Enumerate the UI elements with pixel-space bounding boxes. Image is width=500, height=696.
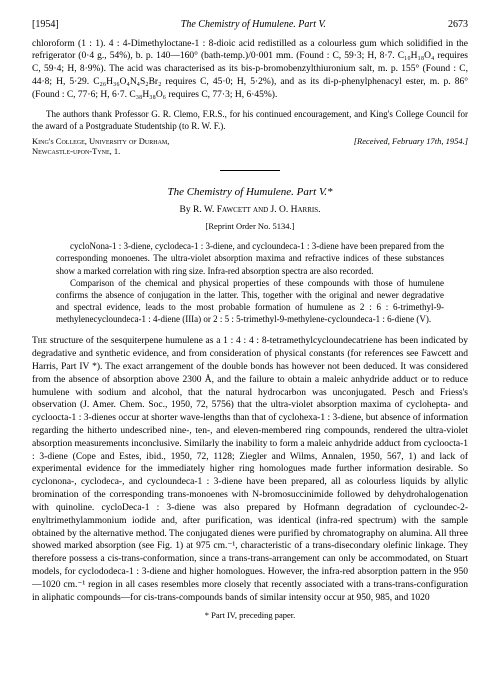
- abstract-paragraph-2: Comparison of the chemical and physical …: [56, 277, 444, 326]
- affiliation-row: King's College, University of Durham, Ne…: [32, 136, 468, 156]
- body-text-content: structure of the sesquiterpene humulene …: [32, 336, 468, 602]
- page-container: [1954] The Chemistry of Humulene. Part V…: [0, 0, 500, 640]
- carryover-paragraph: chloroform (1 : 1). 4 : 4-Dimethyloctane…: [32, 38, 468, 102]
- abstract-paragraph-1: cycloNona-1 : 3-diene, cyclodeca-1 : 3-d…: [56, 240, 444, 276]
- authors-names: R. W. Fawcett and J. O. Harris.: [193, 205, 320, 215]
- affiliation-line-1: King's College, University of Durham,: [32, 136, 169, 146]
- affiliation-line-2: Newcastle-upon-Tyne, 1.: [32, 146, 169, 156]
- abstract-block: cycloNona-1 : 3-diene, cyclodeca-1 : 3-d…: [56, 240, 444, 325]
- acknowledgment: The authors thank Professor G. R. Clemo,…: [32, 108, 468, 132]
- body-first-word: The: [32, 336, 47, 346]
- header-running-title: The Chemistry of Humulene. Part V.: [59, 18, 448, 32]
- header-year: [1954]: [32, 18, 59, 32]
- body-paragraph: The structure of the sesquiterpene humul…: [32, 335, 468, 604]
- authors-prefix: By: [180, 205, 193, 215]
- article-authors: By R. W. Fawcett and J. O. Harris.: [32, 204, 468, 217]
- running-header: [1954] The Chemistry of Humulene. Part V…: [32, 18, 468, 32]
- affiliation: King's College, University of Durham, Ne…: [32, 136, 169, 156]
- reprint-order: [Reprint Order No. 5134.]: [32, 221, 468, 232]
- section-divider: [220, 170, 280, 171]
- article-title: The Chemistry of Humulene. Part V.*: [32, 185, 468, 200]
- received-date: [Received, February 17th, 1954.]: [354, 136, 468, 156]
- header-page-number: 2673: [448, 18, 468, 32]
- footnote: * Part IV, preceding paper.: [32, 610, 468, 621]
